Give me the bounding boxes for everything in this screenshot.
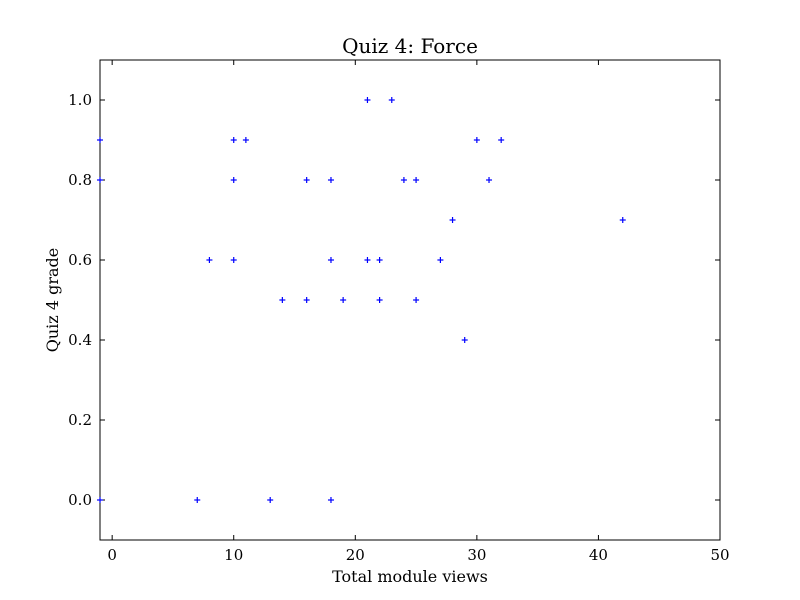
x-tick-label: 50 <box>710 546 729 564</box>
data-point <box>437 257 444 263</box>
data-point <box>486 177 493 183</box>
plot-area <box>99 59 721 541</box>
data-point <box>413 177 420 183</box>
data-point <box>97 177 103 183</box>
data-point <box>230 257 237 263</box>
x-tick-label: 0 <box>107 546 117 564</box>
data-point <box>242 137 249 143</box>
x-axis-title: Total module views <box>332 567 488 586</box>
data-point <box>230 177 237 183</box>
y-tick-label: 0.6 <box>68 251 92 269</box>
x-tick-label: 10 <box>224 546 243 564</box>
data-point <box>340 297 347 303</box>
y-tick-label: 1.0 <box>68 91 92 109</box>
data-point <box>461 337 468 343</box>
data-point <box>619 217 626 223</box>
data-point <box>303 297 310 303</box>
data-point <box>194 497 201 503</box>
data-point <box>327 497 334 503</box>
data-point <box>364 257 371 263</box>
data-point <box>230 137 237 143</box>
x-tick-label: 40 <box>589 546 608 564</box>
data-points <box>97 97 626 503</box>
data-point <box>449 217 456 223</box>
plot-frame <box>99 59 721 541</box>
data-point <box>388 97 395 103</box>
y-axis-ticks: 0.0 0.2 0.4 0.6 0.8 1.0 <box>68 91 720 509</box>
data-point <box>498 137 505 143</box>
y-tick-label: 0.8 <box>68 171 92 189</box>
chart-title: Quiz 4: Force <box>342 34 478 58</box>
data-point <box>206 257 213 263</box>
data-point <box>327 257 334 263</box>
y-axis-title: Quiz 4 grade <box>43 248 62 352</box>
data-point <box>267 497 274 503</box>
data-point <box>364 97 371 103</box>
data-point <box>376 257 383 263</box>
data-point <box>97 137 103 143</box>
data-point <box>413 297 420 303</box>
data-point <box>327 177 334 183</box>
data-point <box>473 137 480 143</box>
x-axis-ticks: 0 10 20 30 40 50 <box>107 60 730 564</box>
y-tick-label: 0.4 <box>68 331 92 349</box>
data-point <box>376 297 383 303</box>
x-tick-label: 30 <box>467 546 486 564</box>
data-point <box>279 297 286 303</box>
y-tick-label: 0.0 <box>68 491 92 509</box>
x-tick-label: 20 <box>346 546 365 564</box>
data-point <box>97 497 103 503</box>
y-tick-label: 0.2 <box>68 411 92 429</box>
data-point <box>400 177 407 183</box>
data-point <box>303 177 310 183</box>
